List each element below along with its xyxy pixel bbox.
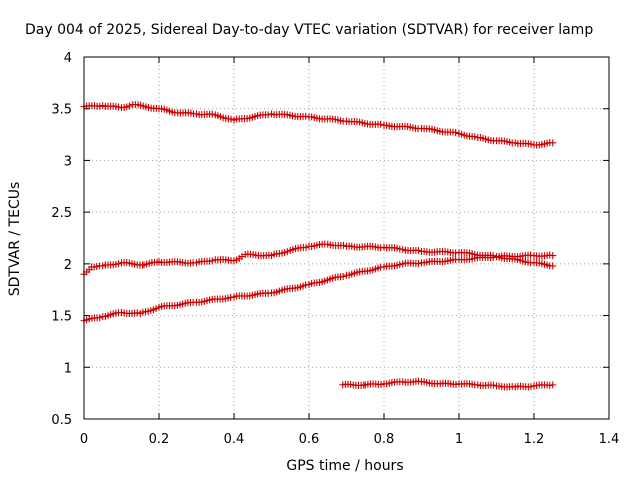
plot-frame bbox=[83, 56, 610, 420]
interpolated-point bbox=[527, 140, 535, 148]
y-tick-label: 4 bbox=[64, 51, 72, 66]
x-tick-label: 0.8 bbox=[374, 432, 395, 447]
x-tick-label: 0 bbox=[80, 432, 88, 447]
data-point bbox=[549, 252, 557, 260]
interpolated-point bbox=[415, 260, 422, 268]
interpolated-point bbox=[415, 246, 422, 254]
series-4-points bbox=[339, 377, 557, 391]
y-axis-label: SDTVAR / TECUs bbox=[7, 182, 23, 297]
y-tick-label: 2 bbox=[64, 258, 72, 273]
x-axis-label: GPS time / hours bbox=[286, 458, 403, 474]
series-3-points bbox=[80, 251, 557, 325]
interpolated-point bbox=[115, 260, 122, 268]
chart-title: Day 004 of 2025, Sidereal Day-to-day VTE… bbox=[25, 22, 593, 38]
interpolated-point bbox=[96, 314, 104, 322]
interpolated-point bbox=[490, 381, 497, 389]
interpolated-point bbox=[302, 243, 310, 251]
interpolated-point bbox=[489, 253, 497, 261]
interpolated-point bbox=[264, 111, 272, 119]
x-tick-label: 1.2 bbox=[524, 432, 545, 447]
series-1-points bbox=[80, 101, 557, 149]
y-tick-label: 1 bbox=[64, 361, 72, 376]
y-tick-label: 3 bbox=[64, 154, 72, 169]
data-point bbox=[549, 262, 557, 270]
interpolated-point bbox=[125, 102, 133, 110]
interpolated-point bbox=[396, 261, 404, 269]
x-tick-label: 1.4 bbox=[599, 432, 620, 447]
data-point bbox=[549, 381, 557, 389]
axis-ticks: 0 0.2 0.4 0.6 0.8 1 1.2 1.4 0.5 1 1.5 2 2.5 3 3.5 4 bbox=[51, 51, 619, 447]
interpolated-point bbox=[546, 381, 554, 389]
interpolated-point bbox=[377, 381, 385, 389]
interpolated-point bbox=[527, 383, 535, 391]
y-tick-label: 3.5 bbox=[51, 103, 72, 118]
y-tick-label: 1.5 bbox=[51, 310, 72, 325]
interpolated-point bbox=[302, 112, 310, 120]
data-points bbox=[80, 101, 557, 391]
interpolated-point bbox=[452, 128, 460, 136]
y-tick-label: 2.5 bbox=[51, 206, 72, 221]
interpolated-point bbox=[415, 377, 422, 385]
interpolated-point bbox=[339, 273, 347, 281]
x-tick-label: 0.6 bbox=[299, 432, 320, 447]
x-tick-label: 1 bbox=[455, 432, 463, 447]
interpolated-point bbox=[208, 257, 216, 265]
interpolated-point bbox=[133, 309, 141, 317]
interpolated-point bbox=[283, 248, 291, 256]
y-tick-label: 0.5 bbox=[51, 413, 72, 428]
interpolated-point bbox=[471, 133, 479, 141]
data-point bbox=[549, 139, 557, 147]
interpolated-point bbox=[152, 305, 160, 313]
interpolated-point bbox=[377, 120, 385, 128]
interpolated-point bbox=[208, 110, 216, 118]
x-tick-label: 0.2 bbox=[149, 432, 170, 447]
x-tick-label: 0.4 bbox=[224, 432, 245, 447]
